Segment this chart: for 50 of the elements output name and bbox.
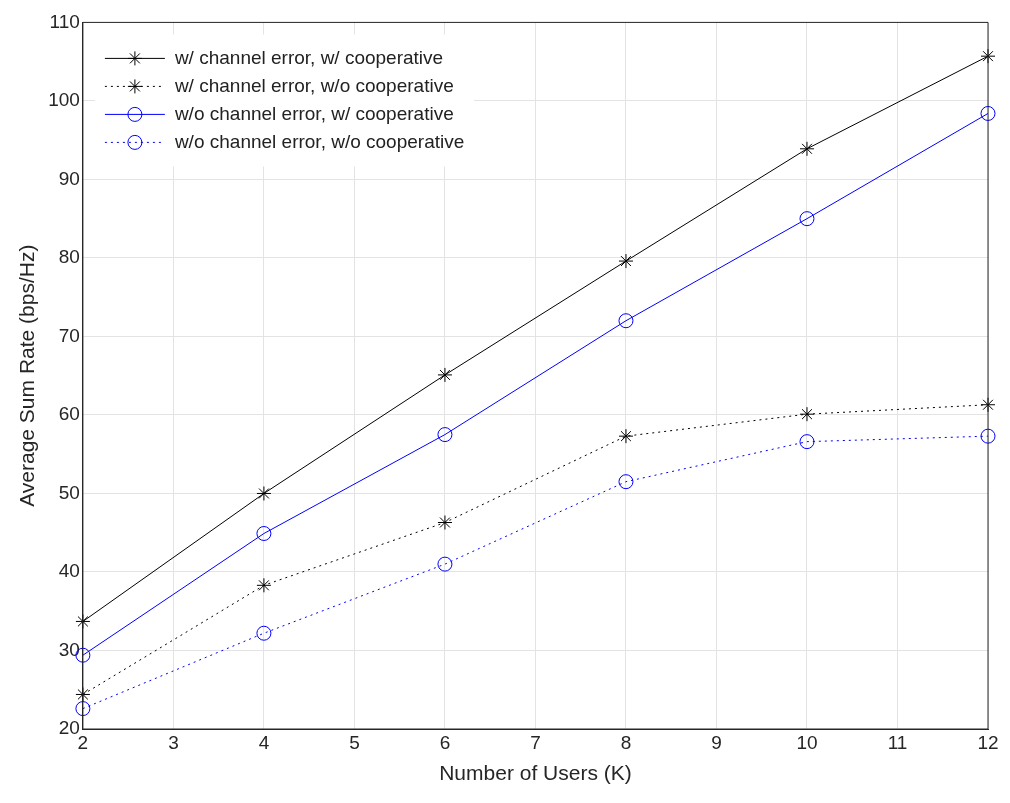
- point: [437, 367, 453, 383]
- x-tick-label: 7: [530, 731, 541, 753]
- point: [799, 406, 815, 422]
- point: [980, 105, 996, 121]
- point: [980, 48, 996, 64]
- point: [799, 211, 815, 227]
- x-tick-label: 8: [620, 731, 632, 753]
- x-tick-label: 2: [77, 731, 89, 753]
- x-tick-label: 6: [439, 731, 451, 753]
- point: [256, 625, 272, 641]
- x-tick-label: 4: [258, 731, 270, 753]
- x-tick-label: 12: [977, 731, 999, 753]
- point: [618, 253, 634, 269]
- point: [980, 428, 996, 444]
- point: [437, 427, 453, 443]
- x-axis-title: Number of Users (K): [439, 761, 632, 785]
- y-tick-label: 50: [58, 481, 80, 503]
- y-tick-label: 110: [49, 10, 80, 32]
- y-tick-label: 80: [58, 246, 80, 268]
- point: [799, 434, 815, 450]
- x-tick-label: 10: [796, 731, 818, 753]
- y-tick-label: 20: [58, 717, 80, 739]
- point: [980, 397, 996, 413]
- legend-label: w/o channel error, w/o cooperative: [173, 130, 465, 152]
- legend-label: w/ channel error, w/o cooperative: [173, 74, 454, 96]
- point: [256, 526, 272, 542]
- x-tick-label: 3: [168, 731, 179, 753]
- legend-label: w/ channel error, w/ cooperative: [173, 46, 444, 68]
- legend-label: w/o channel error, w/ cooperative: [173, 102, 454, 124]
- point: [256, 485, 272, 501]
- x-tick-label: 5: [349, 731, 360, 753]
- y-tick-label: 70: [58, 324, 80, 346]
- point: [75, 613, 91, 629]
- point: [618, 313, 634, 329]
- point: [256, 577, 272, 593]
- y-tick-label: 30: [58, 638, 80, 660]
- point: [618, 428, 634, 444]
- y-tick-label: 40: [58, 560, 80, 582]
- point: [799, 141, 815, 157]
- x-tick-label: 11: [887, 731, 908, 753]
- point: [75, 701, 91, 717]
- y-tick-label: 60: [58, 403, 80, 425]
- y-axis-title: Average Sum Rate (bps/Hz): [15, 244, 39, 507]
- point: [75, 686, 91, 702]
- point: [437, 515, 453, 531]
- y-tick-label: 90: [58, 167, 80, 189]
- point: [618, 474, 634, 490]
- point: [437, 556, 453, 572]
- y-tick-label: 100: [48, 89, 80, 111]
- x-tick-label: 9: [711, 731, 722, 753]
